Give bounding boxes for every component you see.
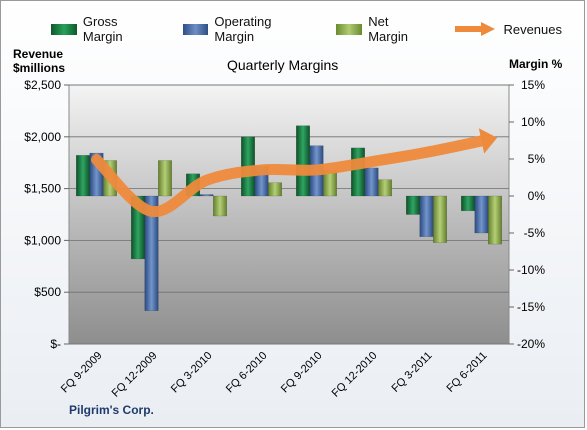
category-label: FQ 3-2011: [390, 350, 435, 395]
bar-gross-margin-fq-3-2011: [406, 195, 420, 215]
legend-arrow-icon: [455, 22, 496, 36]
legend-label-operating-margin: Operating Margin: [214, 14, 272, 44]
company-name: Pilgrim's Corp.: [69, 403, 154, 417]
right-tick-label: -5%: [524, 226, 546, 240]
legend-swatch-net-margin: [336, 23, 363, 35]
legend-item-revenues: Revenues: [453, 21, 562, 37]
bar-net-margin-fq-6-2010: [268, 182, 282, 197]
legend-label-revenues: Revenues: [503, 21, 562, 37]
legend-label-gross-margin: Gross Margin: [82, 14, 123, 44]
right-tick-label: -10%: [517, 263, 545, 277]
legend-swatch-operating-margin: [182, 23, 209, 35]
bar-operating-margin-fq-3-2010: [199, 194, 214, 197]
bar-net-margin-fq-12-2009: [158, 160, 172, 197]
legend-item-gross-margin: Gross Margin: [51, 14, 161, 44]
legend-label-net-margin: Net Margin: [368, 14, 408, 44]
left-axis-title-line2: $millions: [13, 61, 66, 75]
right-tick-label: 15%: [521, 78, 545, 92]
bar-operating-margin-fq-6-2011: [474, 195, 489, 234]
category-label: FQ 12-2009: [110, 350, 160, 400]
left-tick-label: $1,500: [24, 182, 61, 196]
category-label: FQ 9-2010: [279, 350, 325, 396]
bar-net-margin-fq-3-2010: [213, 195, 227, 217]
bar-operating-margin-fq-12-2009: [144, 195, 159, 311]
revenues-arrowhead: [478, 128, 498, 154]
right-tick-label: 0%: [528, 189, 546, 203]
right-tick-label: -20%: [517, 337, 545, 351]
chart-legend: Gross Margin Operating Margin Net Margin…: [51, 14, 584, 44]
right-tick-label: 10%: [521, 115, 545, 129]
category-label: FQ 3-2010: [169, 350, 215, 396]
right-tick-label: 5%: [528, 152, 546, 166]
bar-gross-margin-fq-12-2010: [351, 147, 365, 197]
right-tick-label: -15%: [517, 300, 545, 314]
bar-net-margin-fq-3-2011: [433, 195, 447, 243]
chart-title: Quarterly Margins: [227, 57, 339, 73]
bar-gross-margin-fq-9-2010: [296, 125, 310, 197]
category-label: FQ 12-2010: [330, 350, 380, 400]
bar-gross-margin-fq-9-2009: [76, 155, 90, 197]
left-tick-label: $2,500: [24, 78, 61, 92]
bar-net-margin-fq-6-2011: [488, 195, 502, 245]
bar-net-margin-fq-12-2010: [378, 179, 392, 197]
category-label: FQ 6-2011: [445, 350, 490, 395]
category-label: FQ 6-2010: [224, 350, 270, 396]
left-tick-label: $2,000: [24, 130, 61, 144]
bar-operating-margin-fq-12-2010: [364, 167, 379, 197]
legend-swatch-gross-margin: [51, 23, 77, 35]
legend-item-operating-margin: Operating Margin: [182, 14, 315, 44]
left-tick-label: $1,000: [24, 233, 61, 247]
bar-operating-margin-fq-3-2011: [419, 195, 434, 237]
category-label: FQ 9-2009: [59, 350, 105, 396]
left-tick-label: $-: [50, 337, 61, 351]
left-tick-label: $500: [34, 285, 61, 299]
bar-gross-margin-fq-6-2011: [461, 195, 475, 212]
right-axis-title: Margin %: [509, 57, 563, 71]
left-axis-title-line1: Revenue: [13, 47, 64, 61]
legend-item-net-margin: Net Margin: [336, 14, 431, 44]
